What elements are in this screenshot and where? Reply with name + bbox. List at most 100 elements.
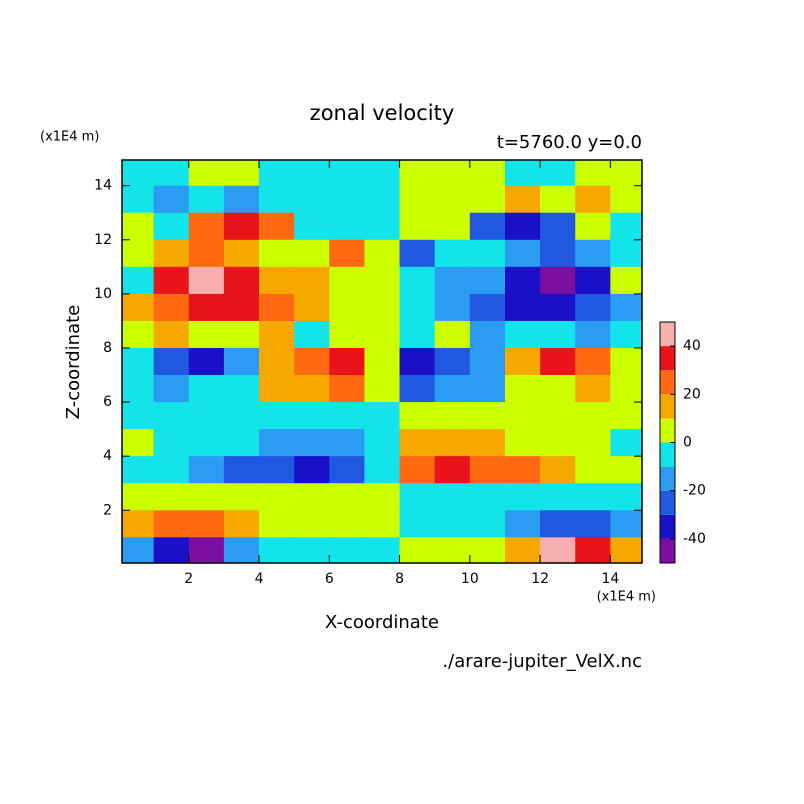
contour-cell bbox=[364, 483, 401, 511]
contour-cell bbox=[469, 212, 506, 241]
contour-cell bbox=[610, 510, 642, 538]
y-tick-label: 12 bbox=[94, 232, 112, 248]
colorbar-tick-label: 20 bbox=[683, 386, 701, 402]
contour-cell bbox=[259, 293, 295, 322]
contour-cell bbox=[540, 320, 576, 349]
contour-cell bbox=[122, 266, 155, 295]
colorbar-tick-label: -20 bbox=[683, 483, 706, 499]
colorbar-tick-label: 40 bbox=[683, 338, 701, 354]
contour-cell bbox=[540, 266, 576, 295]
x-tick-label: 12 bbox=[531, 571, 549, 587]
contour-cell bbox=[188, 185, 225, 214]
contour-cell bbox=[188, 537, 225, 563]
contour-cell bbox=[610, 293, 642, 322]
y-tick-label: 6 bbox=[103, 394, 112, 410]
contour-cell bbox=[223, 239, 260, 268]
contour-cell bbox=[399, 537, 436, 563]
y-tick-label: 2 bbox=[103, 502, 112, 518]
contour-cell bbox=[399, 483, 436, 511]
contour-cell bbox=[223, 320, 260, 349]
contour-cell bbox=[610, 429, 642, 457]
contour-cell bbox=[122, 510, 155, 538]
contour-cell bbox=[364, 160, 401, 187]
contour-cell bbox=[540, 212, 576, 241]
contour-cell bbox=[540, 239, 576, 268]
contour-cell bbox=[504, 185, 541, 214]
contour-cell bbox=[364, 239, 401, 268]
contour-cell bbox=[610, 483, 642, 511]
contour-cell bbox=[294, 456, 330, 484]
contour-cell bbox=[153, 293, 190, 322]
contour-cell bbox=[294, 483, 330, 511]
colorbar-tick-label: -40 bbox=[683, 531, 706, 547]
contour-cell bbox=[259, 510, 295, 538]
contour-cell bbox=[122, 402, 155, 430]
contour-cell bbox=[329, 160, 365, 187]
contour-cell bbox=[469, 375, 506, 403]
contour-cell bbox=[575, 212, 611, 241]
contour-cell bbox=[575, 293, 611, 322]
contour-cell bbox=[469, 510, 506, 538]
contour-cell bbox=[399, 293, 436, 322]
contour-cell bbox=[399, 266, 436, 295]
contour-cell bbox=[399, 347, 436, 376]
contour-cell bbox=[504, 510, 541, 538]
x-tick-label: 10 bbox=[461, 571, 479, 587]
contour-cell bbox=[259, 347, 295, 376]
contour-cell bbox=[364, 402, 401, 430]
contour-cell bbox=[188, 239, 225, 268]
contour-cell bbox=[399, 456, 436, 484]
contour-cell bbox=[153, 185, 190, 214]
contour-cell bbox=[329, 456, 365, 484]
contour-cell bbox=[259, 266, 295, 295]
contour-cell bbox=[259, 429, 295, 457]
colorbar-band bbox=[660, 322, 675, 347]
contour-cell bbox=[610, 266, 642, 295]
contour-cell bbox=[434, 429, 471, 457]
contour-cell bbox=[575, 266, 611, 295]
colorbar-band bbox=[660, 370, 675, 395]
contour-cell bbox=[469, 537, 506, 563]
contour-cell bbox=[399, 510, 436, 538]
source-file: ./arare-jupiter_VelX.nc bbox=[442, 651, 642, 672]
contour-cell bbox=[122, 293, 155, 322]
contour-cell bbox=[329, 293, 365, 322]
contour-cell bbox=[469, 320, 506, 349]
contour-cell bbox=[122, 429, 155, 457]
contour-cell bbox=[223, 347, 260, 376]
contour-cell bbox=[575, 320, 611, 349]
contour-cell bbox=[469, 185, 506, 214]
colorbar-band bbox=[660, 346, 675, 371]
contour-cell bbox=[504, 160, 541, 187]
contour-cell bbox=[434, 239, 471, 268]
contour-cell bbox=[223, 402, 260, 430]
contour-cell bbox=[469, 456, 506, 484]
contour-cell bbox=[610, 185, 642, 214]
contour-cell bbox=[504, 483, 541, 511]
contour-cell bbox=[399, 185, 436, 214]
contour-cell bbox=[329, 510, 365, 538]
contour-cell bbox=[399, 375, 436, 403]
contour-cell bbox=[399, 429, 436, 457]
contour-cell bbox=[188, 266, 225, 295]
y-tick-label: 14 bbox=[94, 178, 112, 194]
contour-cell bbox=[294, 239, 330, 268]
y-tick-label: 10 bbox=[94, 286, 112, 302]
contour-cell bbox=[294, 510, 330, 538]
contour-cell bbox=[469, 402, 506, 430]
contour-cell bbox=[504, 212, 541, 241]
contour-cell bbox=[434, 266, 471, 295]
x-unit: (x1E4 m) bbox=[597, 590, 656, 605]
x-tick-label: 2 bbox=[184, 571, 193, 587]
contour-cell bbox=[188, 347, 225, 376]
contour-cell bbox=[610, 320, 642, 349]
contour-cell bbox=[294, 347, 330, 376]
x-axis-label: X-coordinate bbox=[325, 612, 439, 633]
contour-cell bbox=[153, 402, 190, 430]
contour-cell bbox=[399, 402, 436, 430]
contour-cell bbox=[122, 239, 155, 268]
plot-frame bbox=[121, 159, 643, 564]
contour-cell bbox=[610, 375, 642, 403]
contour-cell bbox=[153, 266, 190, 295]
